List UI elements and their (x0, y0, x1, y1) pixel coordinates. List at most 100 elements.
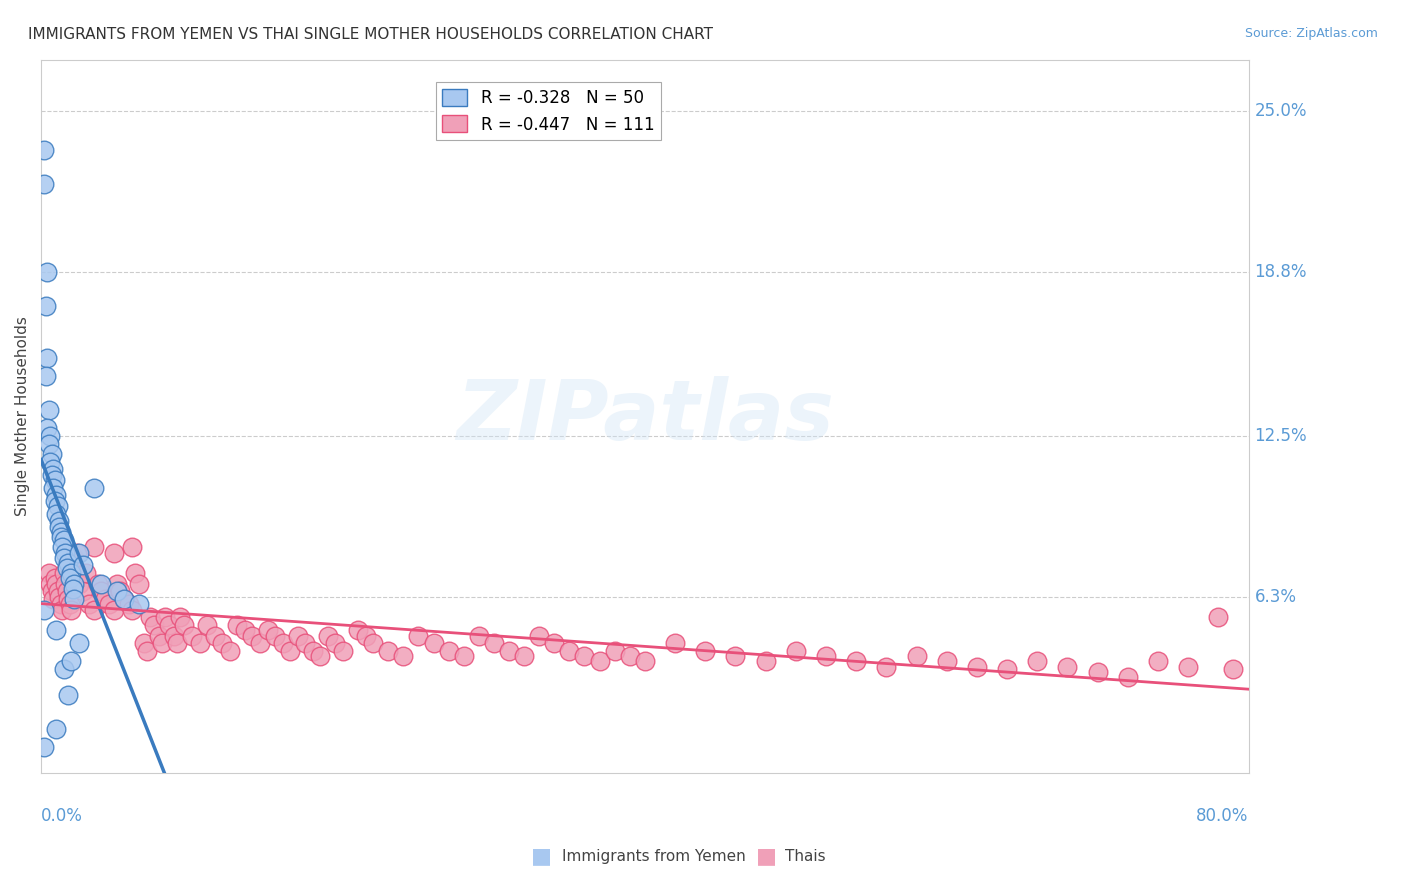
Point (59, 598, 82, 612)
Point (935, 655, 957, 669)
Point (785, 644, 807, 658)
Point (60, 655, 83, 669)
Point (90, 576, 112, 591)
Point (513, 649, 536, 664)
Point (173, 618, 195, 632)
Point (44, 473, 66, 487)
Text: Immigrants from Yemen: Immigrants from Yemen (562, 849, 747, 863)
Point (755, 655, 778, 669)
Point (132, 636, 155, 650)
Point (128, 576, 150, 591)
Point (39, 576, 62, 591)
Point (41, 584, 63, 599)
Point (105, 584, 128, 599)
Point (392, 649, 415, 664)
Point (52, 566, 75, 581)
Point (38, 436, 60, 450)
Point (218, 644, 240, 658)
Point (32, 177, 55, 191)
Point (53, 545, 76, 559)
Point (347, 624, 370, 638)
Point (249, 636, 271, 650)
Point (1116, 670, 1139, 684)
Point (32, 144, 55, 158)
Point (157, 618, 180, 632)
Point (264, 628, 287, 642)
Point (1222, 662, 1244, 676)
Point (195, 618, 218, 632)
Point (287, 628, 309, 642)
Point (603, 644, 626, 658)
Point (83, 541, 105, 555)
Point (108, 584, 131, 599)
Point (46, 499, 69, 513)
Point (148, 628, 170, 642)
Point (79, 598, 101, 612)
Point (39, 429, 62, 443)
Point (1177, 659, 1199, 673)
Point (905, 649, 928, 664)
Text: ZIPatlas: ZIPatlas (456, 376, 834, 457)
Point (39, 455, 62, 469)
Text: 25.0%: 25.0% (1254, 103, 1308, 120)
Point (163, 628, 186, 642)
Point (309, 649, 332, 664)
Point (169, 610, 191, 624)
Point (316, 628, 339, 642)
Point (995, 662, 1018, 676)
Point (354, 628, 377, 642)
Point (1208, 610, 1230, 624)
Point (41, 467, 63, 482)
Point (34, 299, 56, 313)
Point (377, 644, 399, 658)
Text: 0.0%: 0.0% (41, 806, 83, 825)
Point (59, 571, 82, 585)
Point (53, 576, 76, 591)
Point (153, 610, 176, 624)
Point (294, 636, 316, 650)
Point (48, 514, 70, 528)
Point (181, 628, 204, 642)
Point (49, 598, 72, 612)
Text: ■: ■ (531, 847, 551, 866)
Point (38, 566, 60, 581)
Point (98, 598, 121, 612)
Point (966, 659, 988, 673)
Point (558, 644, 581, 658)
Point (143, 618, 166, 632)
Point (527, 628, 550, 642)
Point (814, 649, 837, 664)
Point (128, 598, 150, 612)
Point (875, 659, 897, 673)
Point (55, 561, 77, 575)
Point (543, 636, 565, 650)
Point (574, 649, 596, 664)
Point (124, 566, 146, 581)
Point (188, 636, 211, 650)
Point (121, 602, 143, 616)
Point (44, 493, 66, 508)
Point (42, 592, 65, 607)
Point (48, 590, 70, 604)
Point (724, 649, 747, 664)
Point (60, 602, 83, 616)
Point (90, 584, 112, 599)
Point (588, 655, 610, 669)
Point (361, 636, 384, 650)
Point (83, 481, 105, 495)
Point (66, 545, 89, 559)
Point (301, 644, 323, 658)
Point (51, 541, 73, 555)
Point (634, 655, 657, 669)
Point (332, 644, 354, 658)
Point (619, 649, 641, 664)
Point (103, 602, 125, 616)
Point (32, 602, 55, 616)
Point (105, 576, 128, 591)
Point (45, 576, 67, 591)
Point (52, 533, 75, 547)
Point (72, 558, 94, 573)
Point (67, 576, 90, 591)
Point (42, 462, 65, 476)
Point (46, 584, 69, 599)
